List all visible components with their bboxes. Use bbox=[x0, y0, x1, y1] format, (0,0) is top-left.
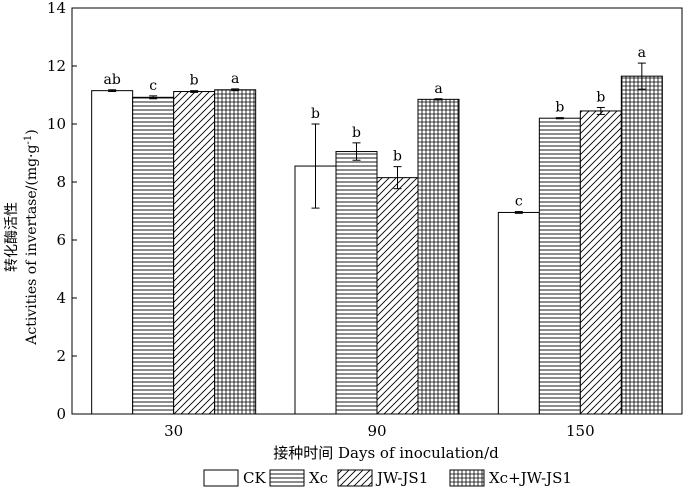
y-tick-label: 10 bbox=[47, 115, 66, 133]
significance-letter: a bbox=[638, 45, 646, 61]
significance-letter: a bbox=[231, 71, 239, 87]
y-tick-label: 6 bbox=[56, 231, 66, 249]
legend-swatch bbox=[203, 469, 239, 487]
legend-label: JW-JS1 bbox=[375, 469, 428, 487]
y-tick-label: 14 bbox=[47, 0, 66, 17]
significance-letter: a bbox=[434, 81, 442, 97]
bar bbox=[173, 91, 216, 415]
bar bbox=[497, 211, 540, 415]
bar bbox=[335, 151, 378, 415]
legend: CK Xc JW-JS1 Xc+JW-JS1 bbox=[203, 469, 572, 487]
significance-letter: b bbox=[393, 149, 402, 165]
significance-letter: c bbox=[149, 78, 157, 94]
plot-area: 0 2 4 6 8 10 12 14 30 ab c b a 90 b b b a 150 c b b a bbox=[47, 0, 683, 440]
bar bbox=[132, 96, 175, 415]
bar bbox=[620, 75, 663, 415]
y-tick-label: 12 bbox=[47, 57, 66, 75]
y-tick-label: 8 bbox=[56, 173, 66, 191]
y-tick-label: 4 bbox=[56, 289, 66, 307]
legend-swatch bbox=[337, 469, 373, 487]
x-tick-label: 150 bbox=[566, 422, 595, 440]
x-axis-label: 接种时间 Days of inoculation/d bbox=[273, 444, 499, 462]
y-tick-label: 2 bbox=[56, 347, 66, 365]
bar bbox=[91, 90, 134, 415]
significance-letter: b bbox=[555, 100, 564, 116]
y-tick-label: 0 bbox=[56, 405, 66, 423]
legend-swatch bbox=[269, 469, 305, 487]
bar bbox=[417, 98, 460, 415]
bar bbox=[579, 110, 622, 415]
legend-label: Xc+JW-JS1 bbox=[489, 469, 572, 487]
bar bbox=[214, 89, 257, 415]
legend-label: Xc bbox=[309, 469, 328, 487]
legend-label: CK bbox=[243, 469, 266, 487]
significance-letter: b bbox=[311, 106, 320, 122]
significance-letter: b bbox=[596, 89, 605, 105]
bar bbox=[538, 117, 581, 415]
legend-swatch bbox=[449, 469, 485, 487]
bar bbox=[376, 177, 419, 415]
y-axis-label-cn: 转化酶活性 bbox=[4, 202, 20, 272]
significance-letter: b bbox=[352, 125, 361, 141]
x-tick-label: 30 bbox=[164, 422, 183, 440]
y-axis-label-en: Activities of invertase/(mg·g-1) bbox=[23, 129, 40, 345]
x-tick-label: 90 bbox=[367, 422, 386, 440]
significance-letter: b bbox=[190, 73, 199, 89]
significance-letter: ab bbox=[104, 72, 121, 88]
significance-letter: c bbox=[515, 194, 523, 210]
